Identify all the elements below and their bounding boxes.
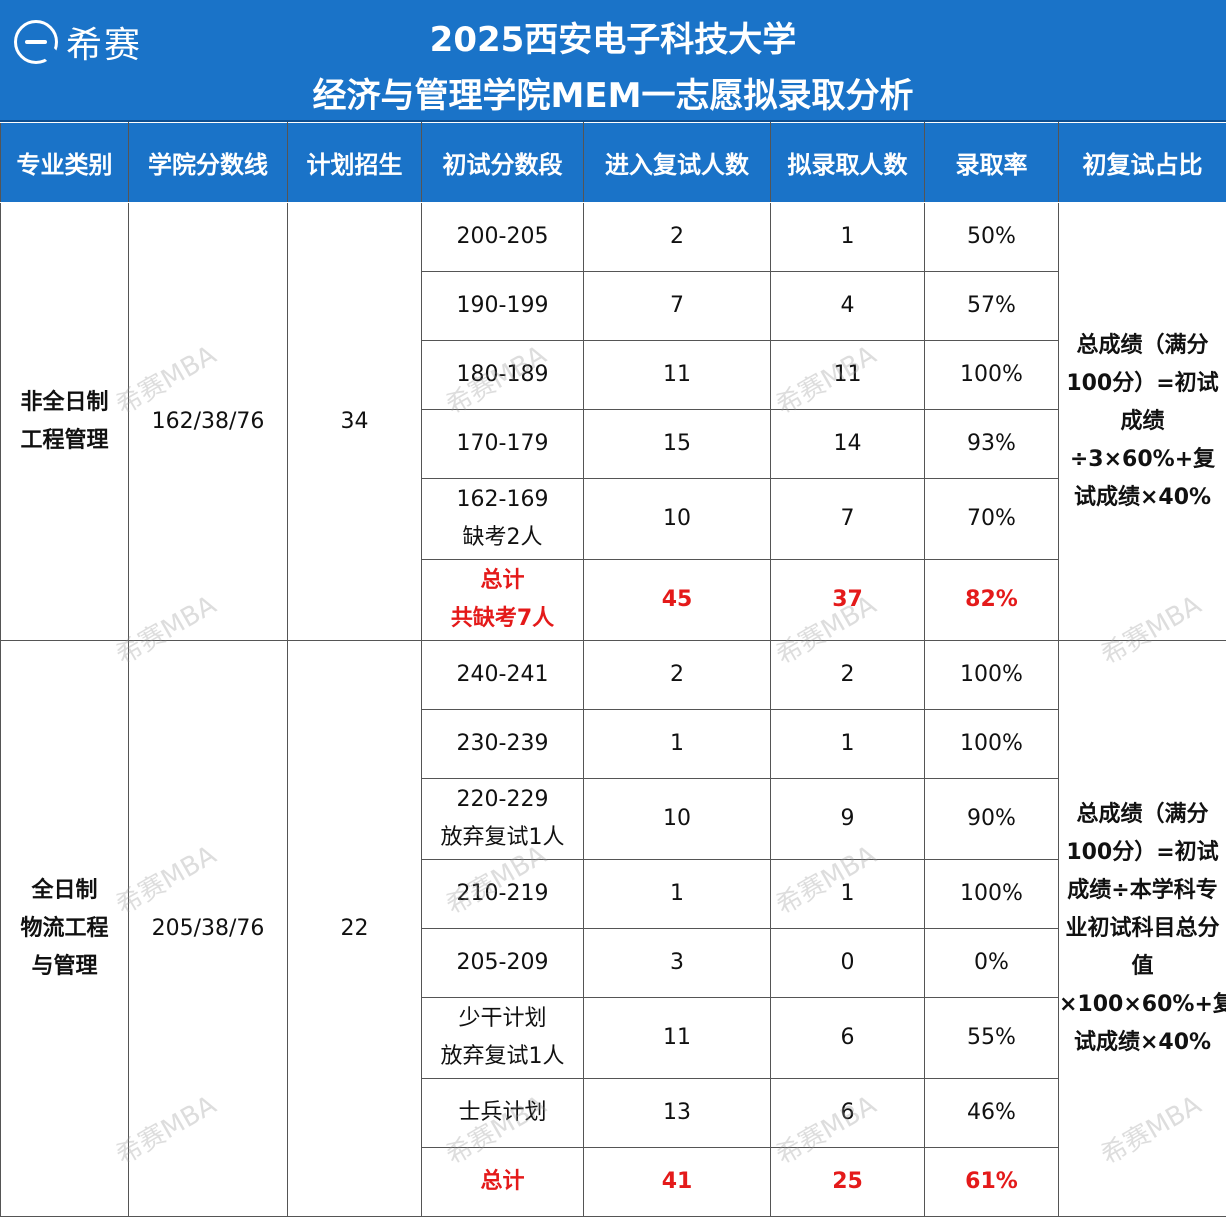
admit-rate-cell: 100% <box>924 709 1059 779</box>
score-range-cell: 162-169 缺考2人 <box>421 478 584 560</box>
admit-rate-cell: 100% <box>924 640 1059 710</box>
col-header: 录取率 <box>924 122 1059 203</box>
admit-count-cell: 7 <box>770 478 925 560</box>
table-row: 全日制 物流工程 与管理 205/38/76 22 240-241 2 2 100% 总成绩（满分… <box>0 640 1226 1217</box>
admit-count-cell: 2 <box>770 640 925 710</box>
table-row: 170-179 15 14 93% <box>1 409 1226 479</box>
table-row: 162-169 缺考2人 10 7 70% <box>1 478 1226 560</box>
total-label-cell: 总计 共缺考7人 <box>421 559 584 641</box>
interview-count-cell: 1 <box>583 709 771 779</box>
admit-rate-cell: 70% <box>924 478 1059 560</box>
category-cell: 全日制 物流工程 与管理 <box>0 640 129 1217</box>
admit-count-cell: 9 <box>770 778 925 860</box>
admit-rate-cell: 93% <box>924 409 1059 479</box>
page-title-line2: 经济与管理学院MEM一志愿拟录取分析 <box>312 76 914 116</box>
score-range-cell: 200-205 <box>421 202 584 272</box>
cutoff-cell: 162/38/76 <box>128 202 288 641</box>
table-row: 180-189 11 11 100% <box>1 340 1226 410</box>
interview-count-cell: 3 <box>583 928 771 998</box>
admit-rate-cell: 55% <box>924 997 1059 1079</box>
score-range-cell: 220-229 放弃复试1人 <box>421 778 584 860</box>
score-range-cell: 230-239 <box>421 709 584 779</box>
score-range-cell: 180-189 <box>421 340 584 410</box>
table-row: 190-199 7 4 57% <box>1 271 1226 341</box>
col-header: 学院分数线 <box>128 122 288 203</box>
admit-count-cell: 14 <box>770 409 925 479</box>
admit-count-cell: 1 <box>770 709 925 779</box>
admission-table: 专业类别 学院分数线 计划招生 初试分数段 进入复试人数 拟录取人数 录取率 初… <box>0 122 1226 1217</box>
category-cell: 非全日制 工程管理 <box>0 202 129 641</box>
col-header: 专业类别 <box>0 122 129 203</box>
interview-count-cell: 10 <box>583 778 771 860</box>
col-header: 进入复试人数 <box>583 122 771 203</box>
total-row: 总计 41 25 61% <box>1 1147 1226 1217</box>
interview-count-cell: 11 <box>583 997 771 1079</box>
page-title-line1: 2025西安电子科技大学 <box>429 20 797 60</box>
admit-rate-cell: 100% <box>924 859 1059 929</box>
admit-count-cell: 0 <box>770 928 925 998</box>
score-range-cell: 210-219 <box>421 859 584 929</box>
interview-count-cell: 15 <box>583 409 771 479</box>
interview-count-cell: 10 <box>583 478 771 560</box>
score-range-cell: 少干计划 放弃复试1人 <box>421 997 584 1079</box>
score-formula-cell: 总成绩（满分100分）=初试成绩÷本学科专业初试科目总分值×100×60%+复试… <box>1058 640 1226 1217</box>
table-row: 230-239 1 1 100% <box>1 709 1226 779</box>
interview-count-cell: 7 <box>583 271 771 341</box>
interview-count-cell: 2 <box>583 202 771 272</box>
interview-count-cell: 13 <box>583 1078 771 1148</box>
col-header: 拟录取人数 <box>770 122 925 203</box>
score-range-cell: 205-209 <box>421 928 584 998</box>
admit-count-cell: 4 <box>770 271 925 341</box>
interview-count-cell: 1 <box>583 859 771 929</box>
table-row: 220-229 放弃复试1人 10 9 90% <box>1 778 1226 860</box>
e-circle-logo-icon <box>14 20 58 64</box>
admit-rate-cell: 90% <box>924 778 1059 860</box>
plan-cell: 34 <box>287 202 422 641</box>
interview-count-cell: 2 <box>583 640 771 710</box>
score-range-cell: 士兵计划 <box>421 1078 584 1148</box>
admit-count-cell: 6 <box>770 1078 925 1148</box>
total-admit-cell: 25 <box>770 1147 925 1217</box>
total-rate-cell: 61% <box>924 1147 1059 1217</box>
table-row: 非全日制 工程管理 162/38/76 34 200-205 2 1 50% 总成绩（满分100… <box>0 202 1226 641</box>
brand-logo: 希赛 <box>14 18 142 66</box>
total-label-cell: 总计 <box>421 1147 584 1217</box>
col-header: 初试分数段 <box>421 122 584 203</box>
admit-rate-cell: 57% <box>924 271 1059 341</box>
total-interview-cell: 45 <box>583 559 771 641</box>
col-header: 计划招生 <box>287 122 422 203</box>
table-row: 少干计划 放弃复试1人 11 6 55% <box>1 997 1226 1079</box>
total-rate-cell: 82% <box>924 559 1059 641</box>
admit-rate-cell: 100% <box>924 340 1059 410</box>
admit-rate-cell: 0% <box>924 928 1059 998</box>
brand-name: 希赛 <box>66 25 143 66</box>
admit-count-cell: 6 <box>770 997 925 1079</box>
score-range-cell: 240-241 <box>421 640 584 710</box>
interview-count-cell: 11 <box>583 340 771 410</box>
admit-count-cell: 11 <box>770 340 925 410</box>
score-range-cell: 190-199 <box>421 271 584 341</box>
admit-rate-cell: 46% <box>924 1078 1059 1148</box>
plan-cell: 22 <box>287 640 422 1217</box>
admit-count-cell: 1 <box>770 859 925 929</box>
col-header: 初复试占比 <box>1058 122 1226 203</box>
total-interview-cell: 41 <box>583 1147 771 1217</box>
score-range-cell: 170-179 <box>421 409 584 479</box>
cutoff-cell: 205/38/76 <box>128 640 288 1217</box>
admit-rate-cell: 50% <box>924 202 1059 272</box>
table-header-row: 专业类别 学院分数线 计划招生 初试分数段 进入复试人数 拟录取人数 录取率 初… <box>0 122 1226 203</box>
total-admit-cell: 37 <box>770 559 925 641</box>
score-formula-cell: 总成绩（满分100分）=初试成绩÷3×60%+复试成绩×40% <box>1058 202 1226 641</box>
table-row: 士兵计划 13 6 46% <box>1 1078 1226 1148</box>
page-header: 希赛 2025西安电子科技大学 经济与管理学院MEM一志愿拟录取分析 <box>0 0 1226 122</box>
admit-count-cell: 1 <box>770 202 925 272</box>
